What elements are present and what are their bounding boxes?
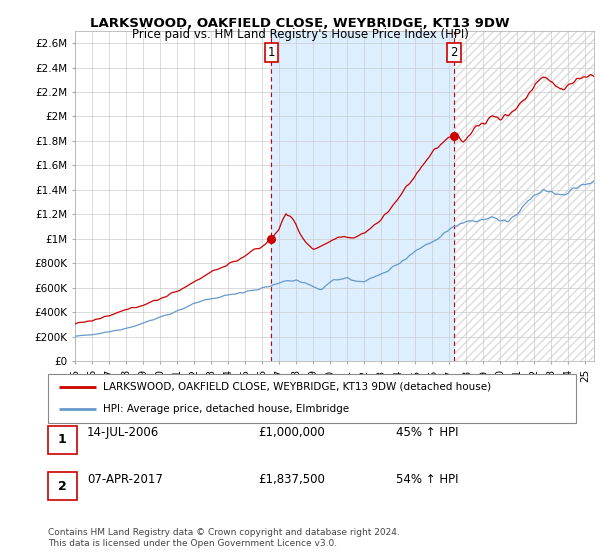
Text: HPI: Average price, detached house, Elmbridge: HPI: Average price, detached house, Elmb… xyxy=(103,404,350,414)
Text: £1,837,500: £1,837,500 xyxy=(258,473,325,486)
Bar xyxy=(454,31,594,361)
Text: 1: 1 xyxy=(268,46,275,59)
Text: 2: 2 xyxy=(58,479,67,493)
FancyBboxPatch shape xyxy=(48,426,77,454)
Text: 07-APR-2017: 07-APR-2017 xyxy=(87,473,163,486)
Text: LARKSWOOD, OAKFIELD CLOSE, WEYBRIDGE, KT13 9DW (detached house): LARKSWOOD, OAKFIELD CLOSE, WEYBRIDGE, KT… xyxy=(103,382,491,392)
Text: 2: 2 xyxy=(450,46,458,59)
Bar xyxy=(454,31,594,361)
Text: 14-JUL-2006: 14-JUL-2006 xyxy=(87,426,159,440)
Text: 54% ↑ HPI: 54% ↑ HPI xyxy=(396,473,458,486)
Text: Price paid vs. HM Land Registry's House Price Index (HPI): Price paid vs. HM Land Registry's House … xyxy=(131,28,469,41)
Text: 45% ↑ HPI: 45% ↑ HPI xyxy=(396,426,458,440)
Text: LARKSWOOD, OAKFIELD CLOSE, WEYBRIDGE, KT13 9DW: LARKSWOOD, OAKFIELD CLOSE, WEYBRIDGE, KT… xyxy=(90,17,510,30)
FancyBboxPatch shape xyxy=(48,472,77,500)
Text: £1,000,000: £1,000,000 xyxy=(258,426,325,440)
FancyBboxPatch shape xyxy=(48,374,576,423)
Text: 1: 1 xyxy=(58,433,67,446)
Bar xyxy=(271,31,454,361)
Text: Contains HM Land Registry data © Crown copyright and database right 2024.
This d: Contains HM Land Registry data © Crown c… xyxy=(48,528,400,548)
